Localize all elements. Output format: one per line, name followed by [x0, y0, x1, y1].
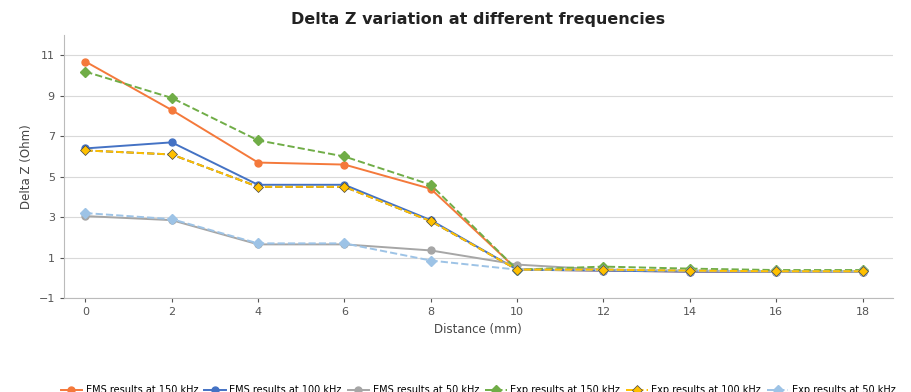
- X-axis label: Distance (mm): Distance (mm): [435, 323, 522, 336]
- Title: Delta Z variation at different frequencies: Delta Z variation at different frequenci…: [292, 12, 665, 27]
- Legend: EMS results at 150 kHz, EMS results at 100 kHz, EMS results at 50 kHz, Exp resul: EMS results at 150 kHz, EMS results at 1…: [56, 381, 900, 392]
- Y-axis label: Delta Z (Ohm): Delta Z (Ohm): [20, 124, 33, 209]
